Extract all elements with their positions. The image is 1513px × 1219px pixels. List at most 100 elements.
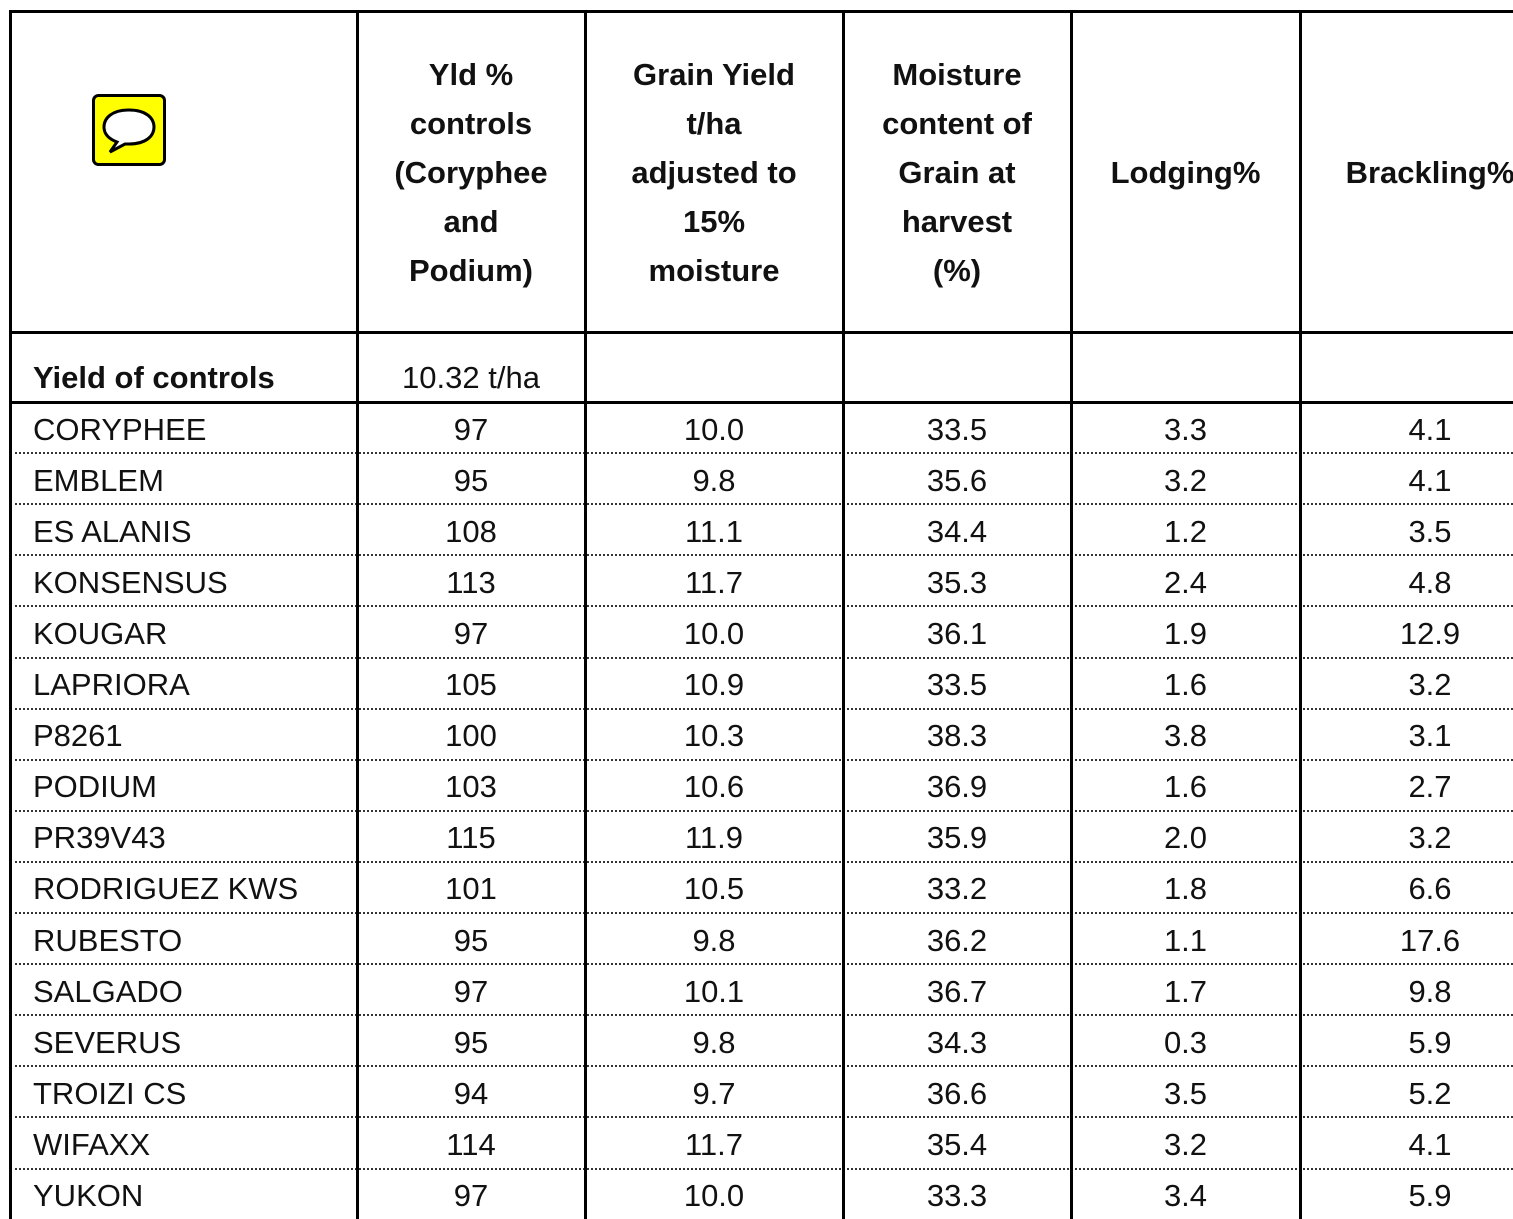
value-cell: 4.8 [1408,564,1452,600]
value-cell: 3.3 [1163,411,1208,447]
row-divider [10,707,1513,710]
variety-name: LAPRIORA [33,667,190,703]
row-divider [10,656,1513,659]
variety-name: PODIUM [33,769,157,805]
value-cell: 35.4 [926,1126,988,1162]
value-cell: 9.8 [1408,973,1452,1009]
value-cell: 1.1 [1163,922,1208,958]
value-cell: 35.6 [926,462,988,498]
variety-name: KOUGAR [33,615,168,651]
column-header: Yld % controls (Coryphee and Podium) [357,12,585,332]
value-cell: 34.4 [926,513,988,549]
value-cell: 35.9 [926,820,988,856]
value-cell: 97 [453,411,489,447]
header-line: Brackling% [1345,154,1513,190]
row-divider [10,1065,1513,1068]
row-divider [10,860,1513,863]
value-cell: 3.2 [1408,667,1452,703]
variety-name: TROIZI CS [33,1075,187,1111]
value-cell: 10.9 [683,667,745,703]
value-cell: 10.0 [683,411,745,447]
value-cell: 108 [445,513,497,549]
header-line: (Coryphee [394,154,548,190]
controls-value: 10.32 t/ha [402,360,540,395]
header-line: t/ha [686,105,742,141]
value-cell: 10.6 [683,769,745,805]
column-header: Moisture content of Grain at harvest (%) [843,12,1071,332]
value-cell: 2.4 [1163,564,1208,600]
value-cell: 10.1 [683,973,745,1009]
value-cell: 115 [446,820,496,856]
header-line: moisture [648,252,780,288]
column-header: Grain Yield t/ha adjusted to 15% moisture [585,12,843,332]
controls-border [10,401,1513,404]
header-line: adjusted to [631,154,797,190]
row-divider [10,758,1513,761]
value-cell: 33.3 [926,1178,988,1214]
value-cell: 10.0 [683,1178,745,1214]
variety-name: KONSENSUS [33,564,228,600]
value-cell: 1.6 [1163,769,1208,805]
row-divider [10,452,1513,455]
value-cell: 17.6 [1399,922,1461,958]
value-cell: 34.3 [926,1024,988,1060]
value-cell: 95 [453,1024,489,1060]
value-cell: 36.1 [926,615,988,651]
value-cell: 33.5 [926,667,988,703]
value-cell: 103 [445,769,497,805]
header-line: and [443,203,499,239]
value-cell: 12.9 [1399,615,1461,651]
value-cell: 9.7 [692,1075,736,1111]
row-label: Yield of controls [33,360,275,395]
value-cell: 11.1 [684,513,744,549]
value-cell: 94 [453,1075,489,1111]
value-cell: 3.2 [1163,1126,1208,1162]
value-cell: 33.5 [926,411,988,447]
row-divider [10,605,1513,608]
value-cell: 35.3 [926,564,988,600]
variety-name: PR39V43 [33,820,166,856]
value-cell: 36.6 [926,1075,988,1111]
row-divider [10,503,1513,506]
value-cell: 97 [453,973,489,1009]
value-cell: 5.2 [1408,1075,1452,1111]
value-cell: 11.7 [684,564,744,600]
variety-name: EMBLEM [33,462,164,498]
value-cell: 105 [445,667,497,703]
row-divider [10,554,1513,557]
header-line: Podium) [409,252,533,288]
value-cell: 36.2 [926,922,988,958]
header-line: harvest [901,203,1013,239]
value-cell: 113 [446,564,496,600]
value-cell: 95 [453,462,489,498]
value-cell: 1.6 [1163,667,1208,703]
value-cell: 2.0 [1163,820,1208,856]
header-line: controls [409,105,533,141]
variety-name: WIFAXX [33,1126,151,1162]
column-header: Brackling% [1300,12,1513,332]
value-cell: 97 [453,1178,489,1214]
column-border [842,10,845,1219]
variety-name: RODRIGUEZ KWS [33,871,299,907]
value-cell: 3.8 [1163,718,1208,754]
column-border [1070,10,1073,1219]
value-cell: 33.2 [926,871,988,907]
value-cell: 3.4 [1163,1178,1208,1214]
column-header: Lodging% [1071,12,1300,332]
value-cell: 10.0 [683,615,745,651]
row-divider [10,809,1513,812]
value-cell: 3.5 [1163,1075,1208,1111]
value-cell: 3.2 [1163,462,1208,498]
value-cell: 4.1 [1408,411,1452,447]
top-border [10,10,1513,13]
value-cell: 3.1 [1408,718,1452,754]
variety-name: ES ALANIS [33,513,192,549]
column-border [9,10,12,1219]
value-cell: 114 [446,1126,496,1162]
value-cell: 4.1 [1408,1126,1452,1162]
value-cell: 1.7 [1163,973,1208,1009]
variety-name: CORYPHEE [33,411,207,447]
header-line: 15% [682,203,746,239]
variety-name: SEVERUS [33,1024,182,1060]
